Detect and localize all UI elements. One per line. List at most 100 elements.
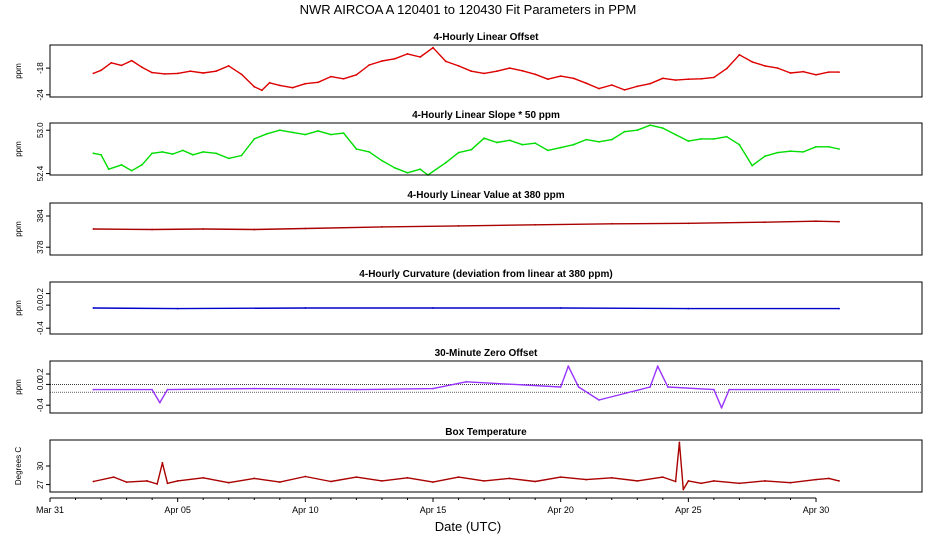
data-point: [585, 138, 588, 141]
data-point: [92, 307, 95, 309]
data-point: [161, 462, 164, 464]
data-point: [789, 150, 792, 153]
y-tick-label: 0.0: [36, 299, 45, 311]
data-point: [253, 228, 256, 231]
data-point: [483, 137, 485, 140]
panel-frame: [49, 360, 923, 414]
data-point: [304, 133, 307, 136]
data-point: [789, 481, 792, 484]
data-point: [107, 168, 110, 171]
data-point: [838, 220, 840, 223]
data-point: [355, 476, 358, 478]
data-point: [141, 66, 143, 69]
data-point: [815, 220, 817, 223]
x-tick-label: Apr 15: [420, 505, 447, 515]
data-point: [623, 130, 626, 133]
data-point: [815, 73, 817, 76]
data-point: [720, 406, 723, 409]
data-point: [559, 476, 562, 478]
data-point: [678, 441, 681, 444]
data-point: [764, 155, 766, 158]
data-point: [559, 307, 562, 309]
data-point: [240, 73, 243, 76]
data-point: [713, 76, 715, 79]
data-point: [764, 480, 766, 482]
data-point: [457, 476, 460, 478]
y-tick-label: -18: [36, 62, 45, 74]
data-point: [342, 132, 345, 135]
data-point: [130, 169, 133, 172]
data-point: [738, 53, 741, 56]
data-point: [278, 129, 281, 132]
data-point: [649, 386, 651, 388]
panel-frame: [49, 281, 923, 335]
data-point: [789, 72, 792, 74]
data-point: [636, 480, 639, 482]
data-point: [171, 153, 174, 156]
data-point: [598, 140, 600, 143]
data-point: [120, 64, 123, 67]
data-point: [291, 131, 294, 134]
data-point: [151, 388, 154, 391]
y-tick-label: -0.4: [36, 321, 45, 335]
panel-title: 30-Minute Zero Offset: [435, 348, 538, 359]
data-point: [827, 477, 830, 480]
data-point: [125, 481, 128, 483]
y-axis-label: ppm: [14, 300, 23, 316]
data-point: [470, 148, 473, 151]
data-point: [610, 84, 613, 86]
data-point: [610, 138, 613, 141]
data-point: [202, 72, 205, 74]
series-line: [93, 124, 840, 176]
data-point: [202, 228, 205, 230]
data-point: [92, 388, 95, 391]
y-axis-label: Degrees C: [14, 447, 23, 485]
data-point: [189, 70, 192, 73]
panel-3: 4-Hourly Linear Value at 380 ppm 378 384 pp…: [14, 190, 923, 256]
data-point: [610, 222, 613, 225]
data-point: [355, 148, 358, 150]
data-point: [838, 388, 840, 391]
data-point: [827, 71, 830, 73]
y-tick-label: -24: [36, 88, 45, 100]
data-point: [368, 64, 371, 66]
data-point: [725, 67, 728, 70]
data-point: [146, 480, 148, 482]
y-axis-label: ppm: [14, 221, 23, 237]
data-point: [656, 365, 659, 368]
data-point: [268, 81, 271, 84]
y-axis-label: ppm: [14, 141, 23, 157]
data-point: [776, 67, 779, 69]
data-point: [112, 476, 115, 478]
series-line: [93, 365, 839, 409]
data-point: [713, 480, 715, 482]
series-line: [93, 220, 840, 231]
data-point: [164, 73, 166, 75]
data-point: [838, 307, 840, 310]
data-point: [253, 387, 256, 390]
data-point: [227, 157, 230, 160]
data-point: [674, 480, 677, 483]
y-axis-label: ppm: [14, 379, 23, 395]
data-point: [661, 476, 664, 478]
data-point: [674, 133, 677, 136]
data-point: [827, 145, 830, 148]
data-point: [661, 127, 664, 129]
data-point: [483, 480, 485, 482]
data-point: [393, 57, 396, 60]
data-point: [381, 159, 383, 162]
panel-frame: [49, 202, 923, 256]
data-point: [304, 82, 307, 85]
data-point: [598, 87, 600, 90]
data-point: [330, 75, 332, 78]
data-point: [700, 482, 702, 485]
data-point: [496, 70, 498, 73]
data-point: [406, 171, 409, 174]
data-point: [700, 77, 702, 80]
data-point: [508, 477, 511, 480]
data-point: [406, 53, 409, 55]
data-point: [764, 221, 766, 224]
data-point: [92, 72, 95, 75]
x-axis-label: Date (UTC): [435, 519, 501, 534]
data-point: [432, 481, 434, 483]
